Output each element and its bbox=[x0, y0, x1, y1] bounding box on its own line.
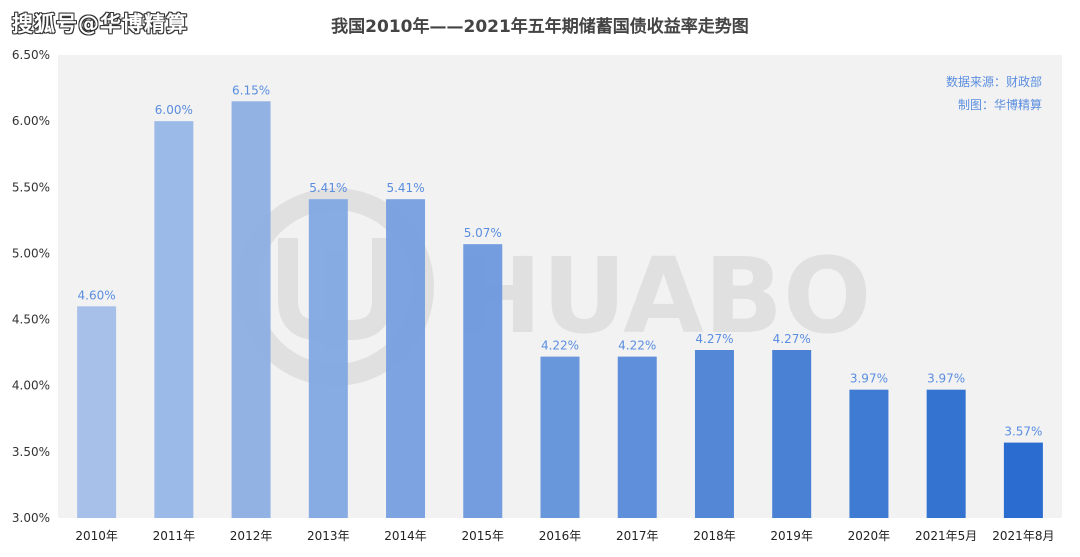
x-tick-label: 2020年 bbox=[848, 529, 891, 543]
x-tick-label: 2016年 bbox=[539, 529, 582, 543]
bar-value-label: 4.27% bbox=[773, 332, 811, 346]
bar-value-label: 3.97% bbox=[927, 372, 965, 386]
x-tick-label: 2010年 bbox=[75, 529, 118, 543]
x-tick-label: 2011年 bbox=[153, 529, 196, 543]
y-tick-label: 5.00% bbox=[12, 246, 50, 260]
y-tick-label: 5.50% bbox=[12, 180, 50, 194]
bar bbox=[694, 349, 734, 518]
bar-value-label: 5.41% bbox=[309, 181, 347, 195]
bar bbox=[463, 244, 503, 518]
brand-logo-text: HUABO bbox=[455, 235, 871, 357]
bar-value-label: 5.41% bbox=[386, 181, 424, 195]
y-tick-label: 6.50% bbox=[12, 48, 50, 62]
chart-title: 我国2010年——2021年五年期储蓄国债收益率走势图 bbox=[331, 17, 749, 37]
bar bbox=[849, 389, 889, 518]
y-tick-label: 3.00% bbox=[12, 511, 50, 525]
x-tick-label: 2018年 bbox=[693, 529, 736, 543]
bar bbox=[154, 121, 194, 519]
bar-value-label: 3.97% bbox=[850, 372, 888, 386]
x-tick-label: 2019年 bbox=[770, 529, 813, 543]
bar bbox=[308, 199, 348, 519]
bar bbox=[926, 389, 966, 518]
bar bbox=[772, 349, 812, 518]
y-tick-label: 4.50% bbox=[12, 313, 50, 327]
bar-value-label: 3.57% bbox=[1004, 425, 1042, 439]
bar bbox=[77, 306, 117, 518]
bar-value-label: 4.22% bbox=[541, 339, 579, 353]
annotation: 数据来源：财政部 bbox=[946, 74, 1042, 89]
bar-value-label: 6.00% bbox=[155, 103, 193, 117]
bar bbox=[231, 101, 271, 519]
bar bbox=[617, 356, 657, 518]
bar bbox=[1003, 442, 1043, 518]
bar-value-label: 5.07% bbox=[464, 226, 502, 240]
x-tick-label: 2021年8月 bbox=[992, 529, 1054, 543]
bar-value-label: 4.60% bbox=[78, 288, 116, 302]
x-tick-label: 2013年 bbox=[307, 529, 350, 543]
watermark-text: 搜狐号@华博精算 bbox=[12, 12, 188, 36]
x-tick-label: 2017年 bbox=[616, 529, 659, 543]
y-tick-label: 4.00% bbox=[12, 379, 50, 393]
y-tick-label: 3.50% bbox=[12, 445, 50, 459]
x-tick-label: 2014年 bbox=[384, 529, 427, 543]
x-tick-label: 2012年 bbox=[230, 529, 273, 543]
y-tick-label: 6.00% bbox=[12, 114, 50, 128]
bar bbox=[540, 356, 580, 518]
bar-value-label: 4.22% bbox=[618, 339, 656, 353]
x-tick-label: 2015年 bbox=[461, 529, 504, 543]
annotation: 制图：华博精算 bbox=[958, 97, 1042, 112]
x-tick-label: 2021年5月 bbox=[915, 529, 977, 543]
bar bbox=[386, 199, 426, 519]
bar-value-label: 4.27% bbox=[695, 332, 733, 346]
bar-value-label: 6.15% bbox=[232, 83, 270, 97]
